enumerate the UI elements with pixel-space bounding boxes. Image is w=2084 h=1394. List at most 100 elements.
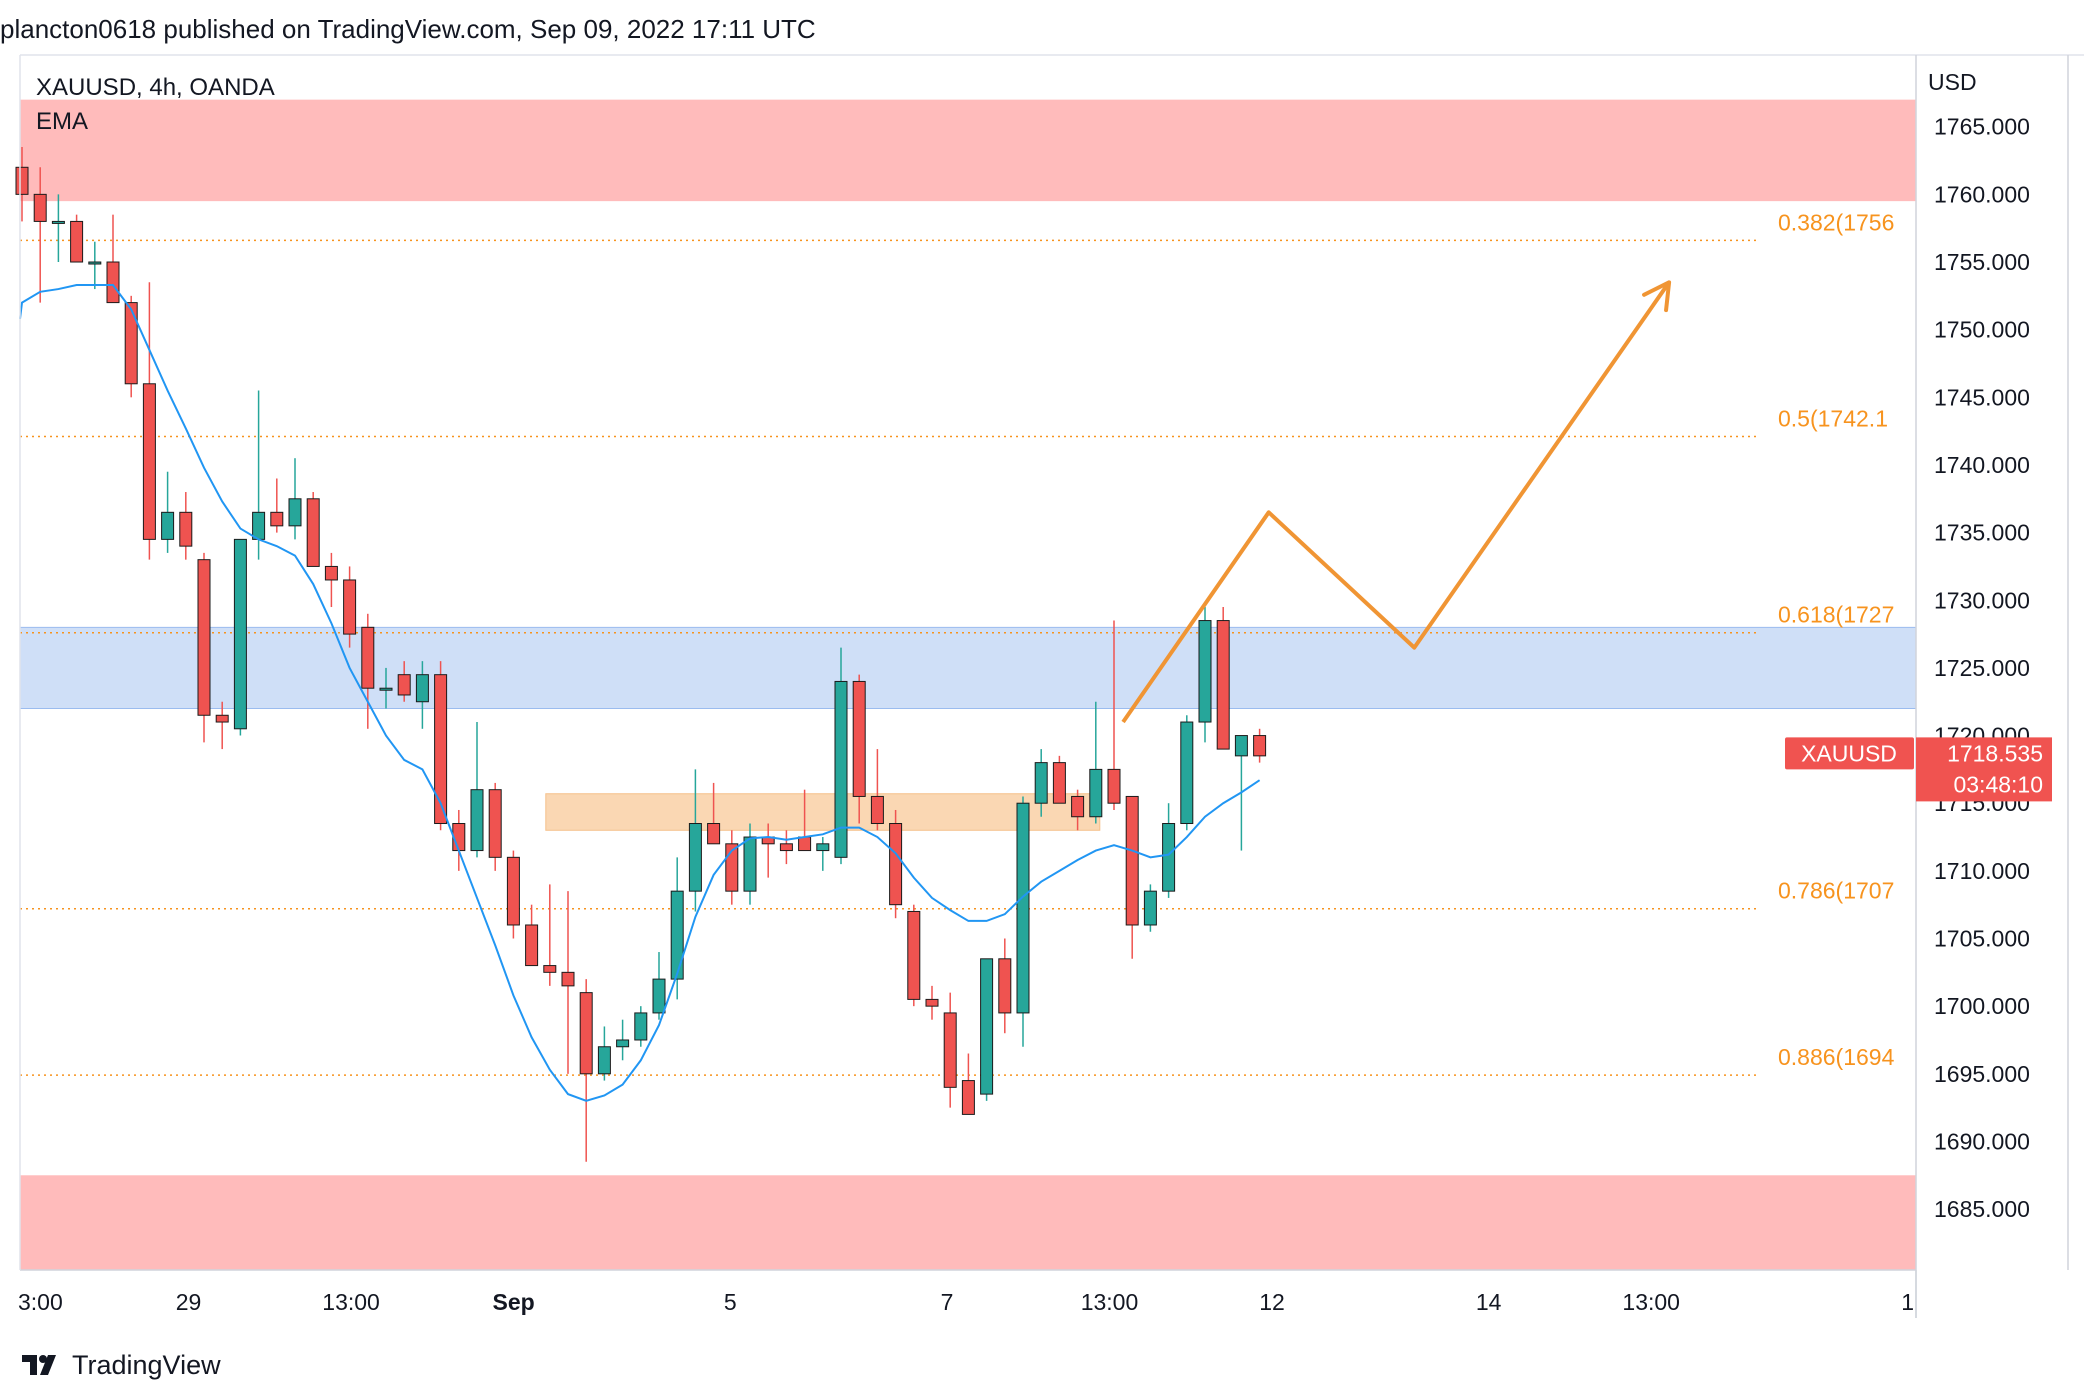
candle-body-28	[525, 924, 539, 967]
ema-layer	[19, 284, 1261, 1102]
candle-body-56	[1034, 762, 1048, 804]
price-tick-15: 1690.000	[1934, 1128, 2030, 1154]
zones-layer	[20, 99, 1916, 1270]
last-price-value-bg	[1916, 737, 2052, 802]
time-axis: 3:00 29 13:00 Sep 5 7 13:00 12 14 13:00 1	[18, 1289, 1914, 1315]
candle-body-29	[543, 965, 557, 973]
candle-body-27	[506, 856, 520, 926]
fib-label-0: 0.382(1756	[1778, 209, 1894, 235]
candle-body-25	[470, 789, 484, 852]
indicator-label[interactable]: EMA	[36, 108, 88, 135]
candle-body-40	[743, 836, 757, 892]
candle-body-11	[215, 714, 229, 723]
projection-layer	[1121, 280, 1672, 724]
candle-body-59	[1089, 768, 1103, 818]
candle-body-33	[616, 1039, 630, 1048]
price-tick-6: 1735.000	[1934, 520, 2030, 546]
time-tick-1: 29	[176, 1289, 202, 1315]
candle-body-36	[670, 890, 684, 980]
candle-body-42	[779, 843, 793, 852]
publication-header: plancton0618 published on TradingView.co…	[0, 14, 816, 44]
candle-body-15	[288, 498, 302, 527]
candle-body-68	[1253, 735, 1267, 757]
candle-body-3	[70, 220, 84, 263]
tradingview-logo-text: TradingView	[72, 1349, 221, 1380]
candle-body-50	[925, 998, 939, 1007]
candle-body-47	[870, 795, 884, 825]
candle-body-35	[652, 978, 666, 1014]
projection-arrowhead	[1642, 280, 1672, 313]
price-tick-14: 1695.000	[1934, 1061, 2030, 1087]
candle-body-67	[1234, 735, 1248, 757]
time-tick-8: 14	[1476, 1289, 1502, 1315]
fib-lines-layer: 0.382(1756 0.5(1742.1 0.618(1727 0.786(1707…	[20, 209, 1895, 1076]
candle-body-61	[1125, 795, 1139, 926]
candle-body-44	[816, 843, 830, 852]
last-price-symbol-bg	[1785, 737, 1914, 770]
candle-body-65	[1198, 620, 1212, 723]
candle-body-14	[270, 511, 284, 527]
candle-body-57	[1052, 762, 1066, 804]
candle-body-53	[980, 958, 994, 1095]
time-tick-7: 12	[1259, 1289, 1285, 1315]
price-tick-11: 1710.000	[1934, 858, 2030, 884]
candle-body-43	[798, 836, 812, 852]
last-price-value: 1718.535	[1947, 740, 2043, 766]
time-tick-3: Sep	[493, 1289, 535, 1315]
candle-body-66	[1216, 620, 1230, 750]
candle-body-16	[306, 498, 320, 567]
candle-body-9	[179, 511, 193, 547]
candle-body-37	[688, 823, 702, 892]
candle-body-45	[834, 680, 848, 858]
candle-body-20	[379, 687, 393, 691]
candles-layer	[15, 147, 1267, 1162]
tradingview-logo[interactable]: TradingView	[22, 1347, 221, 1383]
candle-body-64	[1180, 721, 1194, 825]
time-tick-6: 13:00	[1081, 1289, 1139, 1315]
candle-body-34	[634, 1012, 648, 1041]
price-tick-0: 1765.000	[1934, 114, 2030, 140]
candle-body-2	[51, 220, 65, 224]
candle-body-23	[434, 674, 448, 825]
price-tick-1: 1760.000	[1934, 181, 2030, 207]
candle-body-48	[889, 823, 903, 906]
price-axis: 1765.000 1760.000 1755.000 1750.000 1745.000…	[1934, 114, 2030, 1222]
fib-label-3: 0.786(1707	[1778, 878, 1894, 904]
candle-body-13	[252, 511, 266, 540]
price-tick-12: 1705.000	[1934, 926, 2030, 952]
fib-label-4: 0.886(1694	[1778, 1044, 1895, 1070]
candle-body-31	[579, 992, 593, 1075]
last-price-badge: XAUUSD 1718.535 03:48:10	[1785, 737, 2052, 802]
demand-zone-blue	[20, 627, 1916, 709]
candle-body-1	[33, 193, 47, 222]
projection-path	[1121, 281, 1671, 724]
bar-countdown: 03:48:10	[1953, 771, 2043, 797]
candle-body-60	[1107, 768, 1121, 804]
candle-body-30	[561, 971, 575, 987]
price-tick-2: 1755.000	[1934, 249, 2030, 275]
candle-body-26	[488, 789, 502, 858]
last-price-symbol: XAUUSD	[1801, 740, 1897, 766]
currency-label: USD	[1928, 69, 1977, 95]
candle-body-52	[961, 1080, 975, 1115]
candle-body-19	[361, 626, 375, 689]
candle-body-22	[415, 674, 429, 703]
time-tick-10: 1	[1901, 1289, 1914, 1315]
candle-body-55	[1016, 802, 1030, 1014]
candle-body-51	[943, 1012, 957, 1088]
fib-label-1: 0.5(1742.1	[1778, 406, 1888, 432]
candle-body-38	[707, 823, 721, 845]
candle-body-54	[998, 958, 1012, 1014]
ema-line	[19, 284, 1261, 1102]
candle-body-4	[88, 261, 102, 265]
candle-body-5	[106, 261, 120, 304]
price-tick-7: 1730.000	[1934, 587, 2030, 613]
candle-body-62	[1143, 890, 1157, 926]
price-tick-3: 1750.000	[1934, 317, 2030, 343]
price-tick-4: 1745.000	[1934, 384, 2030, 410]
time-tick-2: 13:00	[322, 1289, 380, 1315]
candle-body-58	[1071, 795, 1085, 818]
time-tick-9: 13:00	[1622, 1289, 1680, 1315]
candle-body-32	[597, 1046, 611, 1075]
